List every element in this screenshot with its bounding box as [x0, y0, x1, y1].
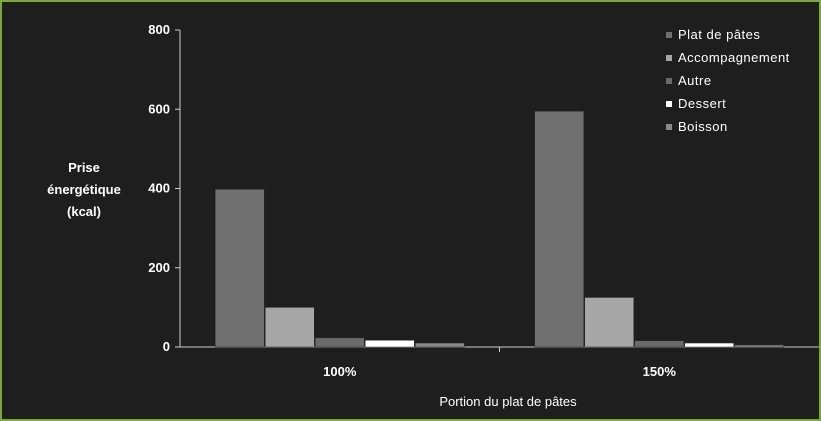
bar-boisson-100pct — [415, 342, 465, 348]
legend-label: Dessert — [678, 96, 726, 111]
x-tick-label: 150% — [643, 364, 677, 379]
y-tick-label: 600 — [148, 101, 170, 116]
bar-autre-100pct — [315, 337, 365, 348]
y-axis-title-line-3: (kcal) — [67, 204, 101, 219]
bar-dessert-150pct — [684, 342, 734, 348]
legend-swatch — [666, 124, 672, 130]
y-tick-label: 800 — [148, 22, 170, 37]
legend: Plat de pâtes Accompagnement Autre Dessert B… — [666, 27, 790, 134]
axes: 0 200 400 600 800 100% 150% — [148, 22, 819, 379]
legend-label: Plat de pâtes — [678, 27, 760, 42]
legend-swatch — [666, 78, 672, 84]
legend-swatch — [666, 55, 672, 61]
bars — [215, 110, 784, 348]
bar-dessert-100pct — [365, 340, 415, 348]
y-tick-label: 200 — [148, 260, 170, 275]
y-axis-title: Prise énergétique (kcal) — [47, 160, 121, 219]
bar-boisson-150pct — [734, 344, 784, 348]
bar-accompagnement-100pct — [265, 307, 315, 348]
x-axis-title: Portion du plat de pâtes — [439, 394, 577, 409]
bar-plat-de-pâtes-150pct — [534, 110, 584, 348]
bar-accompagnement-150pct — [584, 297, 634, 348]
bar-autre-150pct — [634, 340, 684, 348]
legend-label: Boisson — [678, 119, 728, 134]
y-tick-label: 400 — [148, 181, 170, 196]
y-tick-label: 0 — [163, 339, 170, 354]
bar-plat-de-pâtes-100pct — [215, 189, 265, 348]
legend-swatch — [666, 101, 672, 107]
x-tick-label: 100% — [323, 364, 357, 379]
y-axis-title-line-1: Prise — [68, 160, 100, 175]
legend-swatch — [666, 32, 672, 38]
legend-label: Autre — [678, 73, 712, 88]
legend-label: Accompagnement — [678, 50, 790, 65]
y-axis-title-line-2: énergétique — [47, 182, 121, 197]
